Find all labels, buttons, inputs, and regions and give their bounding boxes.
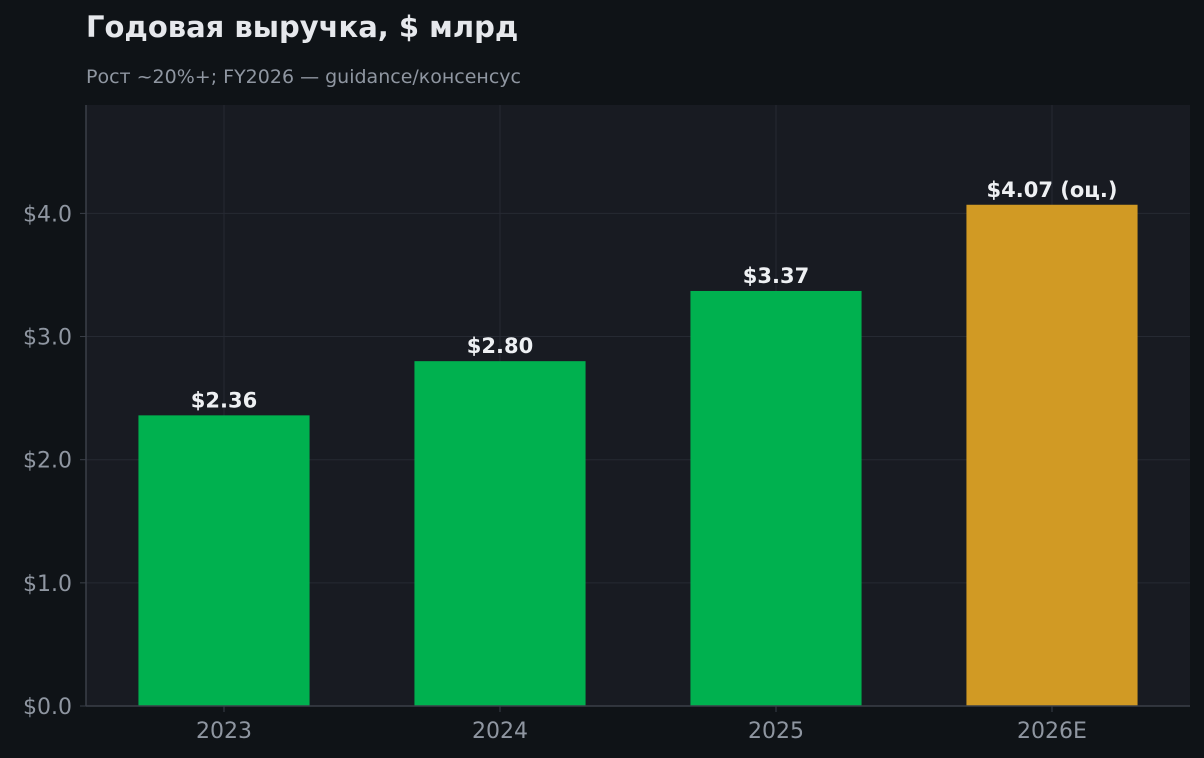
bar-2023 bbox=[138, 415, 310, 706]
y-tick-label: $4.0 bbox=[23, 202, 72, 227]
chart-subtitle: Рост ~20%+; FY2026 — guidance/консенсус bbox=[86, 66, 521, 88]
y-tick-label: $0.0 bbox=[23, 695, 72, 720]
y-tick-label: $3.0 bbox=[23, 326, 72, 351]
bar-2026E bbox=[966, 204, 1138, 706]
bar-2025 bbox=[690, 290, 862, 706]
data-label: $4.07 (оц.) bbox=[987, 178, 1118, 202]
x-tick-label: 2026E bbox=[1017, 719, 1087, 744]
x-tick-label: 2025 bbox=[748, 719, 804, 744]
data-label: $3.37 bbox=[743, 264, 809, 288]
bar-2024 bbox=[414, 361, 586, 706]
x-tick-label: 2023 bbox=[196, 719, 252, 744]
y-tick-label: $2.0 bbox=[23, 449, 72, 474]
data-label: $2.80 bbox=[467, 334, 533, 358]
chart-title: Годовая выручка, $ млрд bbox=[86, 10, 519, 44]
data-label: $2.36 bbox=[191, 388, 257, 412]
y-tick-label: $1.0 bbox=[23, 572, 72, 597]
x-tick-label: 2024 bbox=[472, 719, 528, 744]
